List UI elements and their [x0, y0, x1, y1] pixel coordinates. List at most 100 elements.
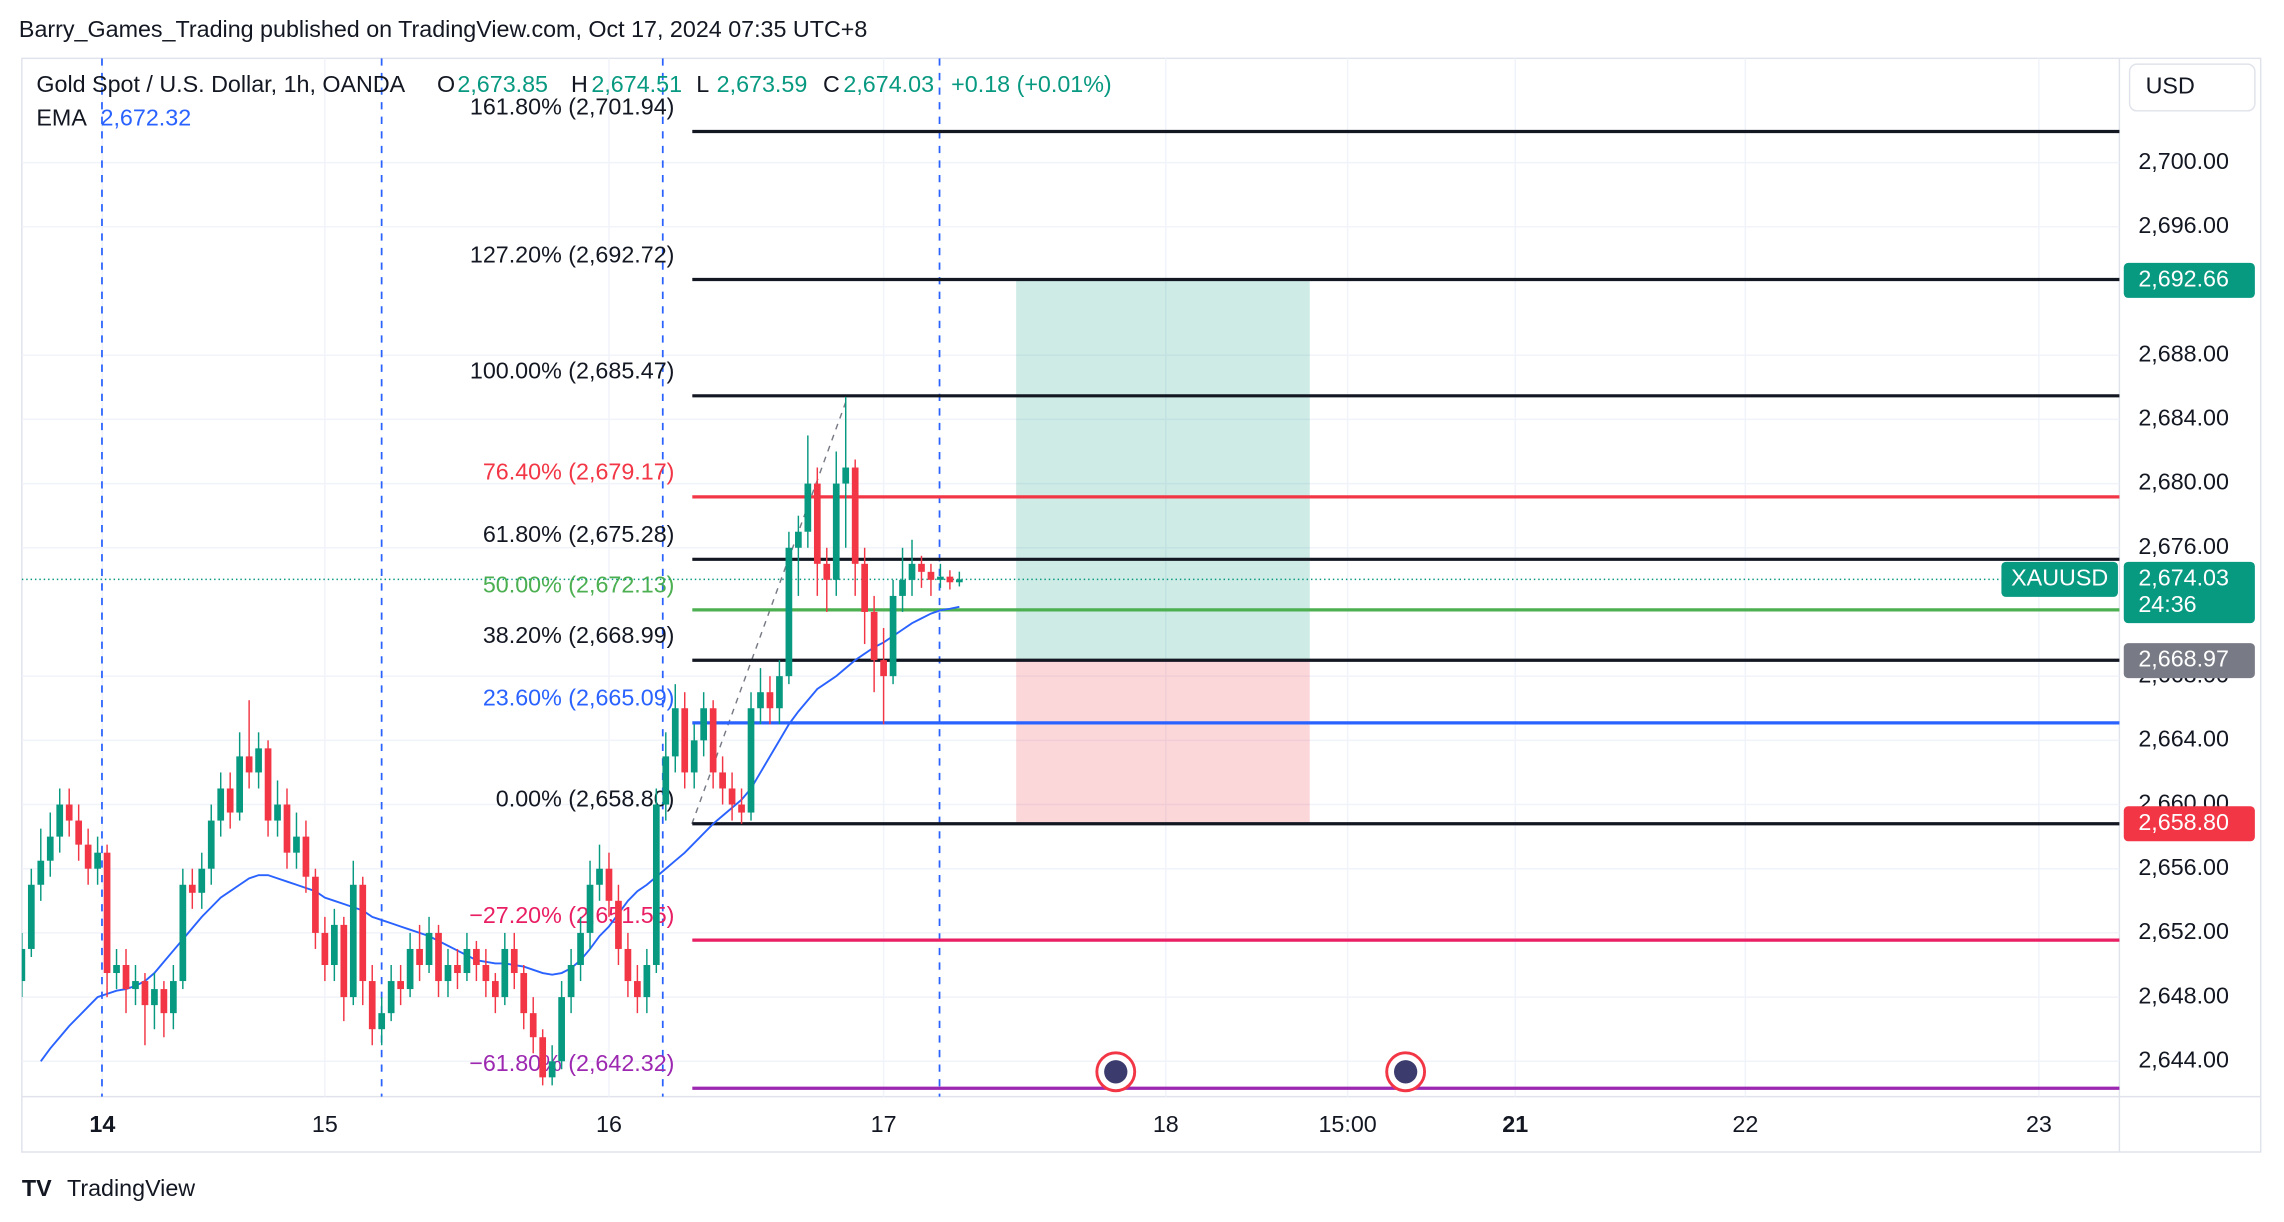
candle-body: [217, 788, 225, 821]
chart-title: Gold Spot / U.S. Dollar, 1h, OANDA: [36, 71, 405, 97]
candle-body: [880, 660, 887, 677]
candle-body: [596, 868, 603, 885]
candle-body: [804, 483, 812, 532]
fib-label: 50.00% (2,672.13): [483, 572, 675, 598]
candle-body: [207, 820, 215, 869]
candle-body: [302, 836, 310, 877]
candle-body: [27, 884, 35, 949]
candle-body: [141, 981, 149, 1006]
last-price-label: 2,674.03: [2138, 565, 2229, 591]
candle-body: [255, 748, 262, 773]
brand: TradingView: [67, 1175, 195, 1201]
legend-key: L: [696, 71, 709, 97]
candle-body: [425, 932, 433, 966]
candle-body: [539, 1037, 547, 1078]
currency-button[interactable]: [2128, 63, 2256, 112]
y-tick-label: 2,684.00: [2138, 405, 2229, 431]
candle-body: [245, 756, 253, 773]
candle-body: [776, 676, 783, 709]
candle-body: [624, 948, 632, 982]
candle-body: [861, 563, 869, 612]
candle-body: [851, 467, 859, 564]
x-tick-label: 15:00: [1318, 1111, 1376, 1137]
fib-label: 127.20% (2,692.72): [470, 241, 675, 267]
candle-body: [577, 932, 584, 966]
events: [1095, 1051, 1427, 1093]
candle-body: [558, 997, 565, 1062]
legend-value: 2,674.03: [843, 71, 934, 97]
legend: O 2,673.85 H 2,674.51 L 2,673.59 C 2,674.03: [437, 71, 934, 97]
target-badge-label: 2,692.66: [2138, 266, 2229, 292]
candle-body: [927, 571, 935, 580]
candle-body: [312, 876, 319, 933]
entry-badge-label: 2,668.97: [2138, 646, 2229, 672]
candle-body: [406, 948, 414, 990]
flag: [1393, 1060, 1418, 1084]
candle-body: [435, 932, 442, 982]
last-price-badge: [2123, 561, 2255, 624]
header: Barry_Games_Trading published on Trading…: [19, 16, 867, 42]
logo: TV: [22, 1175, 52, 1201]
candle-body: [387, 981, 395, 1014]
y-tick-label: 2,648.00: [2138, 982, 2229, 1008]
candle-body: [690, 740, 698, 773]
candle-body: [321, 932, 329, 966]
ema-line: [40, 605, 960, 1062]
legend-value: 2,673.85: [457, 71, 548, 97]
y-tick-label: 2,656.00: [2138, 854, 2229, 880]
candle-body: [463, 948, 471, 974]
candle-body: [567, 965, 575, 998]
fib-label: 61.80% (2,675.28): [483, 521, 675, 547]
candle-body: [918, 563, 925, 572]
candle-body: [605, 868, 613, 901]
fib-label: −61.80% (2,642.32): [469, 1050, 674, 1076]
candle-body: [700, 708, 708, 741]
legend-key: C: [823, 71, 840, 97]
fib-label: 23.60% (2,665.09): [483, 685, 675, 711]
candle-body: [823, 563, 831, 580]
candle-body: [681, 708, 689, 773]
candle-body: [615, 900, 622, 949]
x-tick-label: 15: [312, 1111, 338, 1137]
legend-value: 2,674.51: [591, 71, 682, 97]
fib-label: 161.80% (2,701.94): [470, 93, 675, 119]
candle-body: [946, 576, 954, 583]
entry-badge: [2123, 643, 2255, 679]
candle-body: [956, 579, 963, 583]
candle-body: [757, 692, 764, 709]
candle-body: [331, 924, 338, 966]
y-tick-label: 2,644.00: [2138, 1046, 2229, 1072]
fib-label: −27.20% (2,651.55): [469, 902, 674, 928]
candle-body: [889, 595, 897, 677]
x-tick-label: 22: [1732, 1111, 1758, 1137]
candle-body: [548, 1061, 556, 1078]
y-tick-label: 2,700.00: [2138, 148, 2229, 174]
candle-body: [870, 611, 878, 661]
candle-body: [37, 860, 45, 885]
candle-body: [444, 965, 452, 982]
candle-body: [340, 924, 348, 998]
x-tick-label: 18: [1153, 1111, 1179, 1137]
candle-body: [179, 884, 187, 982]
candle-body: [520, 973, 528, 1014]
fib-label: 38.20% (2,668.99): [483, 622, 675, 648]
candle-body: [198, 868, 206, 893]
candle-body: [349, 884, 357, 998]
candle-body: [274, 804, 281, 821]
x-tick-label: 23: [2026, 1111, 2052, 1137]
candle-body: [226, 788, 234, 813]
candle-body: [662, 756, 670, 805]
candle-body: [170, 981, 177, 1014]
candle-body: [94, 852, 101, 869]
candle-body: [236, 756, 244, 813]
loss-zone: [1016, 660, 1310, 824]
candle-body: [842, 467, 850, 484]
ema-value: 2,672.32: [101, 105, 192, 131]
symbol-label: XAUUSD: [2011, 565, 2108, 591]
candle-body: [785, 547, 793, 677]
x-tick-label: 14: [89, 1111, 115, 1137]
fib-label: 76.40% (2,679.17): [483, 459, 675, 485]
legend-key: O: [437, 71, 455, 97]
candle-body: [795, 531, 802, 548]
